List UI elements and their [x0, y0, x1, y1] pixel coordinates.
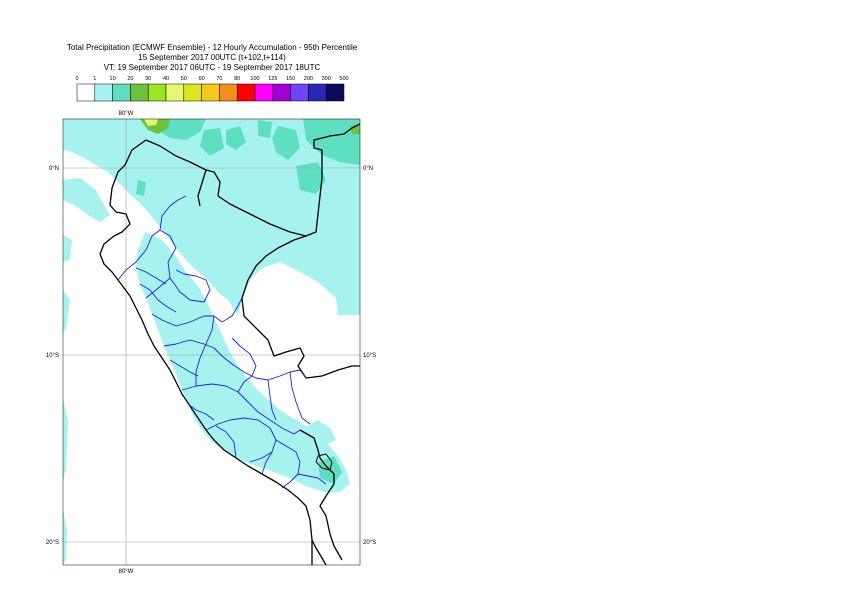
precip-green-area-2: [350, 124, 360, 134]
map-frame: [62, 118, 361, 566]
legend-tick-15: 500: [339, 76, 348, 82]
legend-tick-labels: 0 1 10 20 30 40 50 60 70 80 100 125 150 200 300 500: [75, 76, 348, 82]
lat-label-right-10s: 10°S: [363, 353, 376, 359]
legend-tick-1: 1: [93, 76, 96, 82]
legend-tick-3: 20: [127, 76, 133, 82]
legend-tick-9: 80: [234, 76, 240, 82]
legend-tick-13: 200: [304, 76, 313, 82]
precip-yellow-area: [144, 119, 158, 126]
regional-borders: [117, 195, 327, 489]
lon-label-bottom: 80°W: [119, 569, 134, 575]
legend-tick-12: 150: [286, 76, 295, 82]
legend-tick-8: 70: [216, 76, 222, 82]
precip-medium-area: [136, 119, 360, 484]
lat-lon-grid: [63, 119, 360, 565]
legend-box-14: [325, 83, 345, 102]
color-legend: 0 1 10 20 30 40 50 60 70 80 100 125 150 200 300 500: [75, 76, 349, 102]
lat-label-left-10s: 10°S: [46, 353, 59, 359]
legend-tick-6: 50: [181, 76, 187, 82]
legend-color-boxes: [76, 83, 345, 102]
legend-tick-14: 300: [322, 76, 331, 82]
legend-tick-2: 10: [110, 76, 116, 82]
legend-tick-11: 125: [268, 76, 277, 82]
lon-label-top: 80°W: [119, 111, 134, 117]
map-title: Total Precipitation (ECMWF Ensemble) - 1…: [66, 43, 358, 52]
legend-tick-4: 30: [145, 76, 151, 82]
valid-time-label: VT: 19 September 2017 06UTC - 19 Septemb…: [103, 63, 321, 72]
legend-tick-7: 60: [199, 76, 205, 82]
base-time-label: 15 September 2017 00UTC (t+102,t+114): [138, 53, 286, 62]
lat-label-left-0: 0°N: [49, 166, 59, 172]
lat-label-left-20s: 20°S: [46, 540, 59, 546]
national-borders: [99, 123, 360, 565]
legend-tick-5: 40: [163, 76, 169, 82]
legend-tick-0: 0: [75, 76, 78, 82]
legend-tick-10: 100: [250, 76, 259, 82]
lat-label-right-0: 0°N: [363, 166, 373, 172]
lat-label-right-20s: 20°S: [363, 540, 376, 546]
